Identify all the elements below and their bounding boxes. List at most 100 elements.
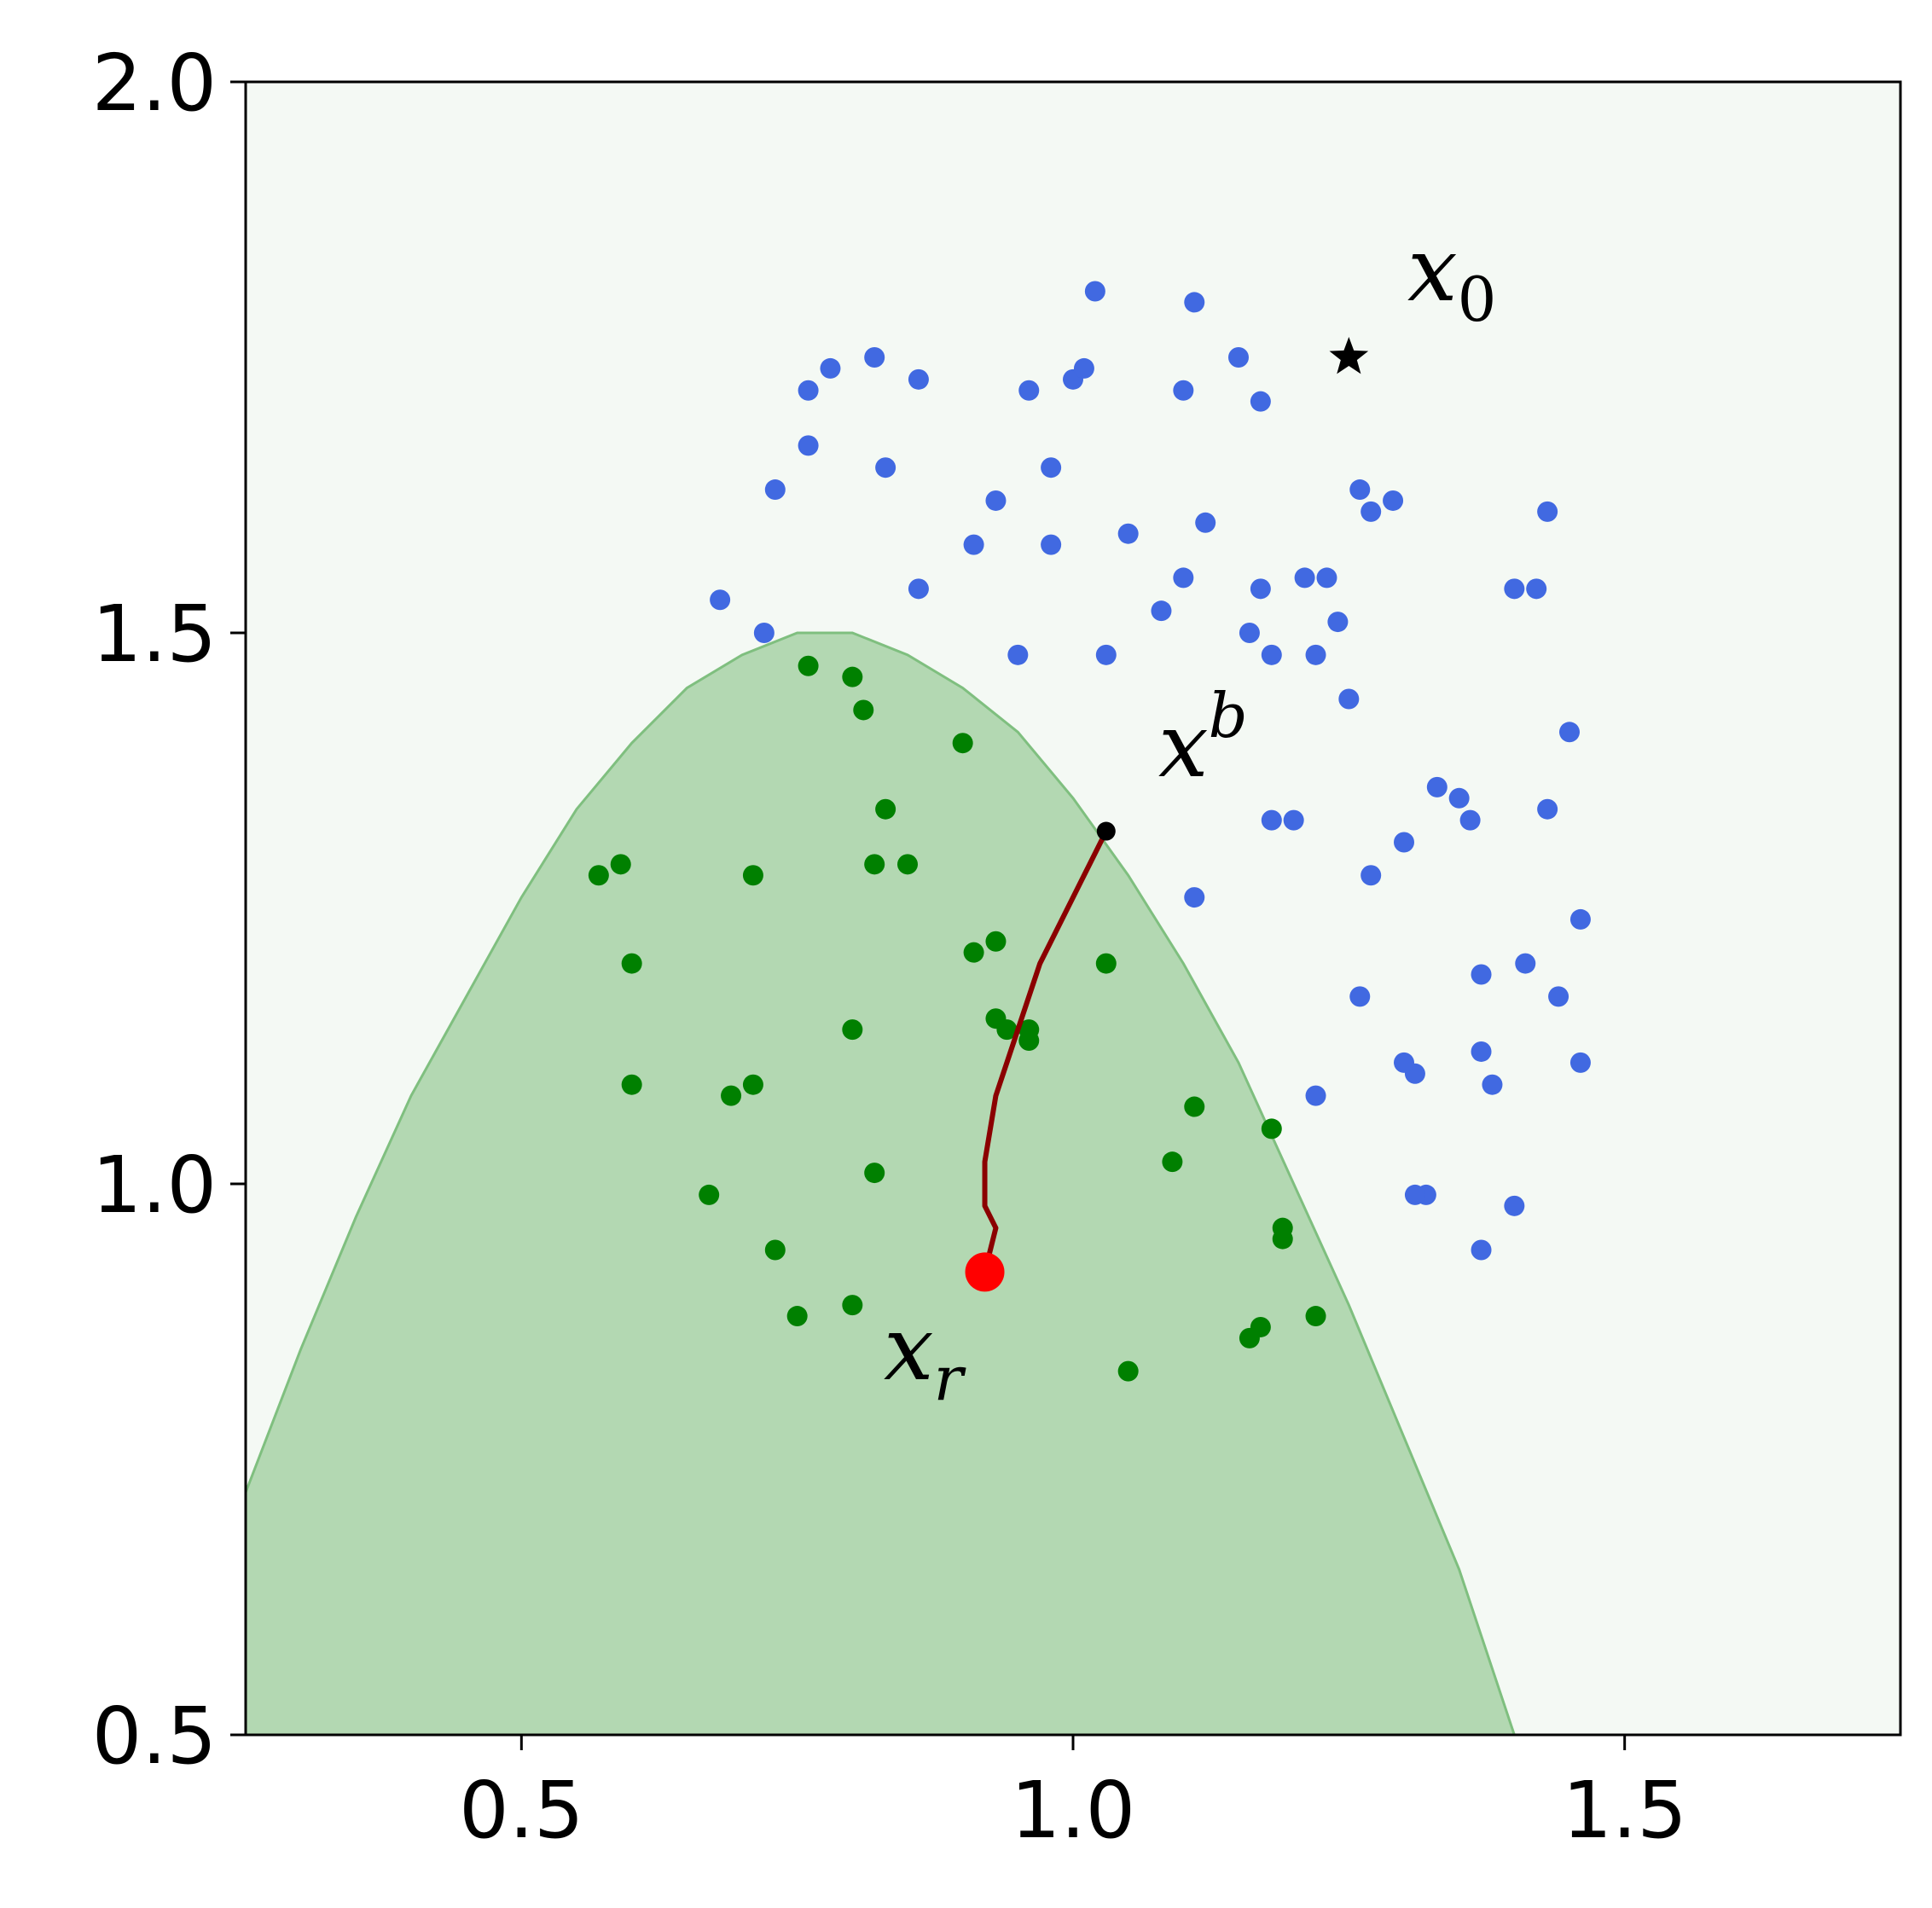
x0-label-subscript: 0 (1458, 264, 1497, 335)
blue-point (798, 380, 819, 401)
blue-point (1283, 809, 1304, 831)
blue-point (1305, 1085, 1326, 1106)
blue-point (1117, 523, 1139, 544)
blue-point (1504, 1195, 1525, 1216)
y-tick-label: 1.5 (92, 589, 217, 680)
green-point (699, 1184, 720, 1205)
y-tick-label: 0.5 (92, 1691, 217, 1782)
green-point (1162, 1151, 1183, 1173)
blue-point (1327, 612, 1349, 633)
blue-point (1316, 567, 1337, 589)
x-r-point (965, 1252, 1005, 1292)
blue-point (798, 435, 819, 456)
blue-point (864, 347, 885, 368)
blue-point (1349, 986, 1371, 1007)
green-point (621, 1074, 642, 1095)
green-point (1250, 1316, 1271, 1337)
green-point (1184, 1096, 1205, 1117)
green-point (742, 865, 763, 886)
x-axis: 0.5 1.0 1.5 (459, 1735, 1687, 1856)
blue-point (908, 578, 929, 600)
blue-point (1250, 391, 1271, 412)
blue-point (1305, 644, 1326, 665)
blue-point (1007, 644, 1029, 665)
blue-point (1239, 623, 1260, 643)
blue-point (1261, 809, 1282, 831)
blue-point (1250, 578, 1271, 600)
blue-point (710, 589, 731, 611)
blue-point (1361, 501, 1382, 522)
blue-point (1448, 787, 1470, 809)
blue-point (1228, 347, 1249, 368)
blue-points-group (710, 281, 1591, 1261)
green-point (996, 1019, 1018, 1041)
blue-point (1482, 1074, 1503, 1095)
feasible-region (246, 631, 1516, 1735)
green-point (853, 699, 874, 721)
blue-point (753, 623, 775, 643)
blue-point (1383, 490, 1404, 511)
blue-point (1471, 1041, 1492, 1062)
x0-star-marker (1329, 337, 1369, 374)
blue-point (1184, 887, 1205, 908)
blue-point (908, 368, 929, 390)
blue-point (1084, 281, 1105, 302)
blue-point (1151, 600, 1172, 622)
blue-point (1073, 357, 1094, 379)
blue-point (1261, 644, 1282, 665)
green-point (1305, 1306, 1326, 1327)
x0-label: x0 (1407, 217, 1496, 335)
blue-point (1548, 986, 1569, 1007)
xb-label-main: x (1158, 693, 1209, 797)
green-point (1018, 1030, 1040, 1052)
xr-label-subscript: r (934, 1343, 966, 1414)
blue-point (1361, 865, 1382, 886)
green-point (721, 1085, 742, 1106)
green-point (875, 798, 896, 820)
blue-point (1471, 964, 1492, 985)
blue-point (963, 534, 984, 555)
blue-point (1569, 908, 1591, 930)
green-point (864, 854, 885, 875)
green-point (1261, 1118, 1282, 1140)
blue-point (764, 479, 786, 501)
y-axis: 0.5 1.0 1.5 2.0 (92, 38, 246, 1782)
blue-point (1526, 578, 1547, 600)
blue-point (1173, 380, 1194, 401)
x-b-point (1096, 821, 1116, 841)
x0-label-main: x (1407, 217, 1458, 322)
blue-point (1504, 578, 1525, 600)
trajectory-path (982, 830, 1109, 1273)
xr-label-main: x (884, 1296, 934, 1401)
green-point (588, 865, 609, 886)
xr-label: xr (884, 1296, 966, 1414)
x-tick-label: 1.0 (1011, 1765, 1135, 1856)
green-points-group (588, 655, 1326, 1382)
green-point (798, 655, 819, 676)
blue-point (1095, 644, 1117, 665)
x-tick-label: 1.5 (1563, 1765, 1687, 1856)
green-point (764, 1239, 786, 1261)
blue-point (1426, 776, 1448, 797)
blue-point (820, 357, 841, 379)
green-point (786, 1306, 808, 1327)
green-point (963, 942, 984, 963)
blue-point (1394, 1052, 1414, 1073)
green-point (842, 1019, 863, 1041)
green-point (1117, 1360, 1139, 1382)
blue-point (1559, 722, 1580, 743)
blue-point (985, 490, 1007, 511)
green-point (897, 854, 918, 875)
blue-point (1184, 292, 1205, 313)
green-point (842, 1295, 863, 1316)
blue-point (1338, 688, 1360, 710)
xb-label-superscript: b (1209, 680, 1248, 751)
green-point (1272, 1228, 1293, 1250)
blue-point (1173, 567, 1194, 589)
green-point (621, 953, 642, 974)
y-tick-label: 2.0 (92, 38, 217, 129)
green-point (742, 1074, 763, 1095)
blue-point (1041, 457, 1062, 478)
green-point (610, 854, 631, 875)
blue-point (1394, 832, 1414, 853)
